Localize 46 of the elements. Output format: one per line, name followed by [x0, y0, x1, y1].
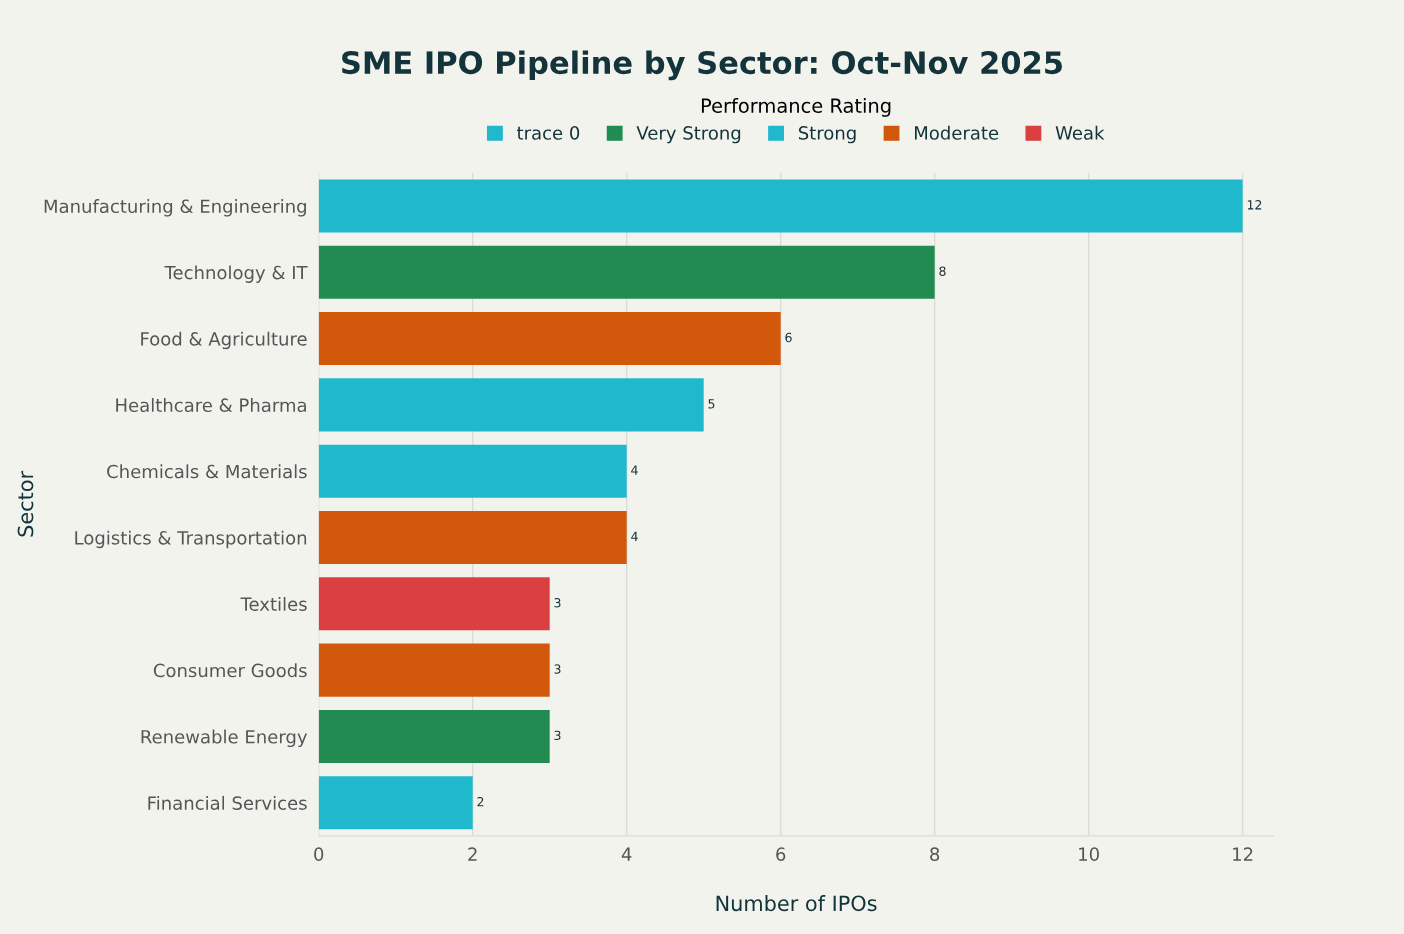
x-tick-label: 12	[1233, 847, 1253, 861]
y-tick-label: Manufacturing & Engineering	[44, 199, 306, 217]
legend-label: Weak	[1055, 125, 1105, 140]
x-tick-label: 4	[621, 847, 632, 861]
y-tick-label: Financial Services	[148, 795, 307, 810]
data-label: 6	[785, 332, 792, 343]
data-label: 2	[477, 796, 484, 807]
data-label: 12	[1247, 200, 1262, 210]
bar	[318, 709, 550, 763]
legend-label: Moderate	[914, 125, 999, 140]
x-tick-label: 10	[1079, 847, 1099, 862]
legend-title: Performance Rating	[701, 97, 891, 117]
bar	[318, 577, 550, 631]
y-tick-label: Textiles	[240, 596, 307, 611]
y-tick-label: Technology & IT	[164, 265, 308, 283]
y-tick-label: Food & Agriculture	[141, 331, 307, 350]
data-label: 5	[708, 399, 715, 409]
legend-label: Very Strong	[636, 126, 741, 144]
bar	[318, 179, 1243, 233]
bar	[318, 378, 704, 432]
x-tick-label: 6	[776, 847, 786, 862]
data-label: 3	[554, 664, 561, 674]
y-tick-label: Healthcare & Pharma	[116, 398, 306, 413]
bar	[318, 444, 627, 498]
data-label: 3	[554, 730, 561, 741]
bar	[318, 510, 627, 565]
data-label: 8	[939, 266, 946, 276]
y-tick-label: Logistics & Transportation	[75, 530, 307, 549]
legend-label: Strong	[798, 126, 856, 144]
x-tick-label: 0	[314, 847, 324, 862]
x-tick-label: 8	[930, 847, 940, 862]
bar	[318, 643, 550, 697]
bar	[318, 312, 781, 366]
bar	[318, 245, 935, 299]
y-axis-title: Sector	[17, 470, 34, 537]
data-label: 4	[631, 531, 638, 541]
chart-title: SME IPO Pipeline by Sector: Oct-Nov 2025	[342, 50, 1062, 81]
x-tick-label: 2	[468, 847, 477, 861]
data-label: 4	[631, 465, 638, 475]
legend-label: trace 0	[517, 126, 580, 140]
x-axis-title: Number of IPOs	[716, 895, 877, 912]
data-label: 3	[554, 598, 561, 608]
y-tick-label: Consumer Goods	[153, 663, 307, 678]
bar	[318, 776, 473, 830]
y-tick-label: Renewable Energy	[141, 729, 308, 748]
y-tick-label: Chemicals & Materials	[107, 464, 307, 479]
